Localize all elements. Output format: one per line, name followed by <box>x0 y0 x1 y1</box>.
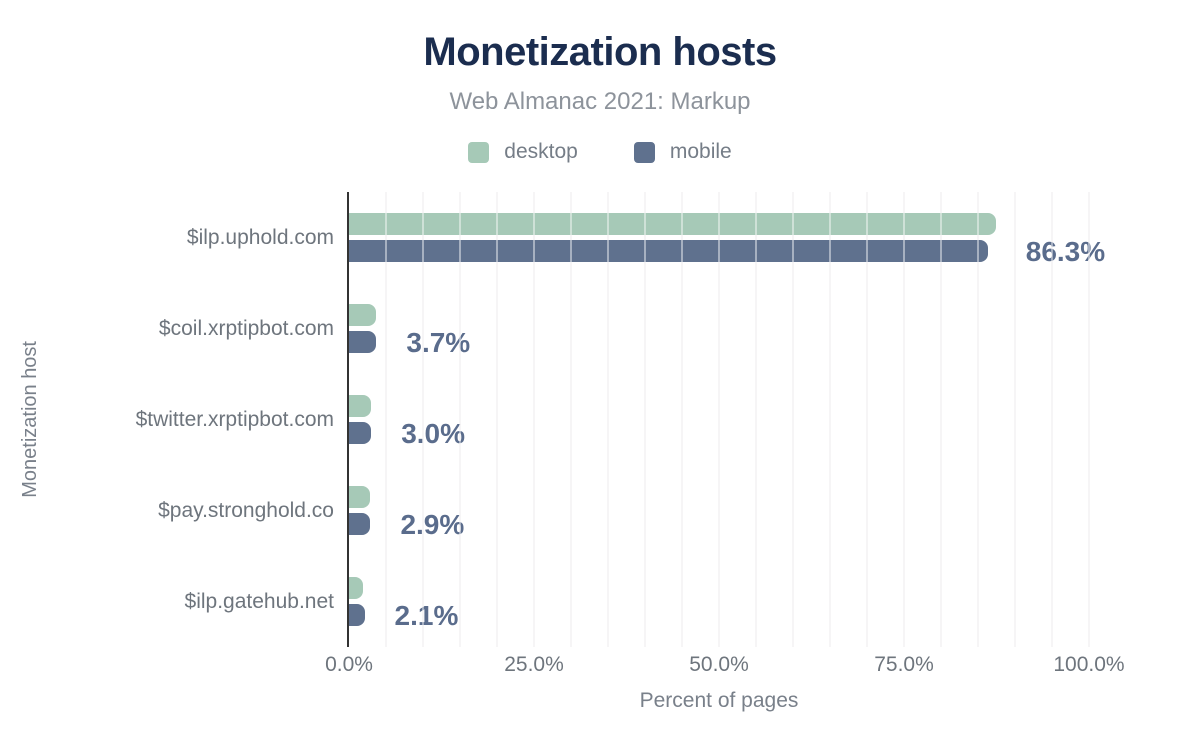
chart-body: Monetization host $ilp.uphold.com $coil.x… <box>0 192 1200 647</box>
x-tick-label: 50.0% <box>689 653 749 676</box>
gridline-overlay <box>829 192 831 647</box>
chart-title: Monetization hosts <box>423 30 777 74</box>
category-labels-column: $ilp.uphold.com $coil.xrptipbot.com $twitt… <box>60 192 347 647</box>
bar-row: 86.3% <box>349 192 1112 283</box>
gridline <box>755 192 757 647</box>
gridline <box>570 192 572 647</box>
plot-area: 86.3% 3.7% 3.0% 2.9% 2.1% <box>347 192 1112 647</box>
gridline <box>977 192 979 647</box>
bar-desktop <box>349 304 376 326</box>
legend-label: mobile <box>669 140 732 163</box>
bar-row: 2.1% <box>349 556 1112 647</box>
category-label: $ilp.gatehub.net <box>184 589 334 613</box>
value-label: 2.9% <box>400 508 465 540</box>
gridline <box>459 192 461 647</box>
gridline <box>422 192 424 647</box>
gridline <box>866 192 868 647</box>
gridline-overlay <box>422 192 424 647</box>
gridline <box>829 192 831 647</box>
category-label: $coil.xrptipbot.com <box>158 316 334 340</box>
bar-mobile <box>349 604 365 626</box>
category-label: $ilp.uphold.com <box>186 225 334 249</box>
gridline-overlay <box>570 192 572 647</box>
gridline <box>792 192 794 647</box>
gridline-overlay <box>755 192 757 647</box>
category-label: $twitter.xrptipbot.com <box>135 407 334 431</box>
bar-desktop <box>349 395 372 417</box>
gridline <box>496 192 498 647</box>
gridline-overlay <box>977 192 979 647</box>
bar-mobile <box>349 513 371 535</box>
bar-desktop <box>349 213 996 235</box>
value-label: 2.1% <box>394 599 459 631</box>
gridline-overlay <box>607 192 609 647</box>
bar-row: 3.7% <box>349 283 1112 374</box>
bar-mobile <box>349 331 377 353</box>
gridline <box>607 192 609 647</box>
gridline-overlay <box>1088 192 1090 647</box>
gridline-overlay <box>385 192 387 647</box>
x-axis-ticks: 0.0% 25.0% 50.0% 75.0% 100.0% <box>325 647 1125 681</box>
gridline <box>385 192 387 647</box>
category-label: $pay.stronghold.co <box>158 498 334 522</box>
gridline <box>718 192 720 647</box>
bar-desktop <box>349 486 370 508</box>
bar-row: 3.0% <box>349 374 1112 465</box>
y-axis-title-column: Monetization host <box>0 192 60 647</box>
value-label: 3.0% <box>401 417 466 449</box>
y-axis-title: Monetization host <box>18 341 41 498</box>
gridline-overlay <box>459 192 461 647</box>
x-axis-title: Percent of pages <box>639 689 799 712</box>
x-tick-label: 100.0% <box>1053 653 1125 676</box>
x-tick-label: 25.0% <box>504 653 564 676</box>
gridline <box>681 192 683 647</box>
gridline-overlay <box>533 192 535 647</box>
gridline-overlay <box>1014 192 1016 647</box>
chart-subtitle: Web Almanac 2021: Markup <box>449 88 751 115</box>
gridline <box>533 192 535 647</box>
gridline <box>644 192 646 647</box>
gridline-overlay <box>792 192 794 647</box>
gridline-overlay <box>718 192 720 647</box>
gridline-overlay <box>940 192 942 647</box>
gridline <box>1051 192 1053 647</box>
gridline-overlay <box>644 192 646 647</box>
gridline-overlay <box>903 192 905 647</box>
gridline <box>1014 192 1016 647</box>
gridline <box>1088 192 1090 647</box>
bar-desktop <box>349 577 364 599</box>
bar-mobile <box>349 422 372 444</box>
bar-mobile <box>349 240 988 262</box>
x-tick-label: 75.0% <box>874 653 934 676</box>
x-tick-label: 0.0% <box>325 653 373 676</box>
legend-item-mobile: mobile <box>633 140 732 164</box>
value-label: 3.7% <box>406 326 471 358</box>
gridline <box>903 192 905 647</box>
gridline-overlay <box>496 192 498 647</box>
gridline <box>940 192 942 647</box>
gridline-overlay <box>1051 192 1053 647</box>
legend-swatch-icon <box>633 141 655 163</box>
gridline-overlay <box>681 192 683 647</box>
gridline-overlay <box>866 192 868 647</box>
legend-label: desktop <box>504 140 578 163</box>
legend-swatch-icon <box>468 141 490 163</box>
bar-row: 2.9% <box>349 465 1112 556</box>
legend-item-desktop: desktop <box>468 140 578 164</box>
value-label: 86.3% <box>1025 235 1106 267</box>
legend: desktop mobile <box>0 140 1200 164</box>
